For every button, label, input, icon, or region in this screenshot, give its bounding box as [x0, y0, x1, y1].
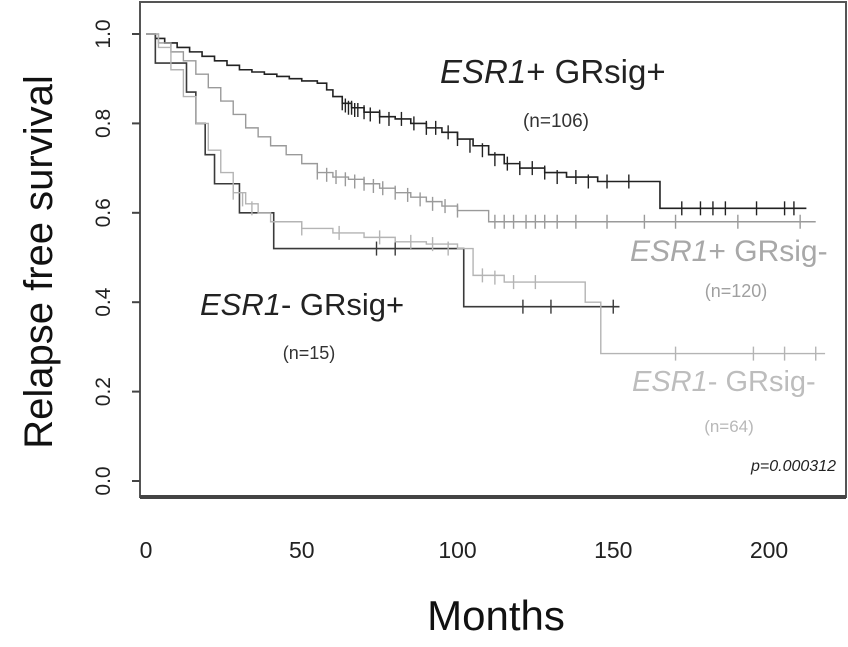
y-tick-label: 0.2	[92, 377, 115, 406]
y-tick-label: 1.0	[92, 19, 115, 48]
survival-curve	[146, 33, 620, 308]
y-tick-label: 0.8	[92, 109, 115, 138]
x-tick-label: 150	[594, 537, 632, 563]
survival-curves	[146, 33, 826, 361]
n-label-esr1neg-grsigneg: (n=64)	[704, 417, 754, 436]
n-label-esr1neg-grsigpos: (n=15)	[283, 343, 336, 363]
x-tick-label: 200	[750, 537, 788, 563]
n-label-esr1pos-grsigneg: (n=120)	[705, 281, 768, 301]
series-label-esr1neg-grsigpos: ESR1- GRsig+	[200, 287, 404, 322]
p-value: p=0.000312	[750, 458, 836, 475]
y-axis-label: Relapse free survival	[17, 75, 61, 449]
y-axis-ticks: 0.0 0.2 0.4 0.6 0.8 1.0	[92, 19, 140, 496]
series-esr1pos-grsigpos	[146, 33, 807, 216]
series-esr1neg-grsigneg	[146, 33, 826, 361]
series-label-italic: ESR1	[632, 366, 708, 398]
series-label-rest: + GRsig-	[708, 235, 827, 268]
series-label-rest: - GRsig+	[281, 287, 404, 322]
y-tick-label: 0.6	[92, 198, 115, 227]
y-tick-label: 0.0	[92, 466, 115, 495]
x-tick-label: 50	[289, 537, 315, 563]
series-label-italic: ESR1	[440, 53, 526, 90]
survival-curve	[146, 33, 826, 355]
n-label-esr1pos-grsigpos: (n=106)	[523, 111, 589, 132]
y-tick-label: 0.4	[92, 287, 115, 317]
plot-frame-group	[139, 1, 847, 499]
x-axis-ticks: 0 50 100 150 200	[140, 537, 789, 563]
series-label-esr1pos-grsigneg: ESR1+ GRsig-	[630, 235, 828, 268]
series-label-esr1neg-grsigneg: ESR1- GRsig-	[632, 366, 816, 398]
x-tick-label: 100	[438, 537, 476, 563]
series-label-rest: - GRsig-	[708, 366, 816, 398]
x-tick-label: 0	[140, 537, 153, 563]
series-label-esr1pos-grsigpos: ESR1+ GRsig+	[440, 53, 666, 90]
series-label-rest: + GRsig+	[526, 53, 665, 90]
series-esr1neg-grsigpos	[146, 33, 620, 314]
survival-curve	[146, 33, 816, 223]
series-esr1pos-grsigneg	[146, 33, 816, 229]
series-label-italic: ESR1	[630, 235, 708, 268]
series-label-italic: ESR1	[200, 287, 281, 322]
x-axis-label: Months	[427, 592, 565, 639]
